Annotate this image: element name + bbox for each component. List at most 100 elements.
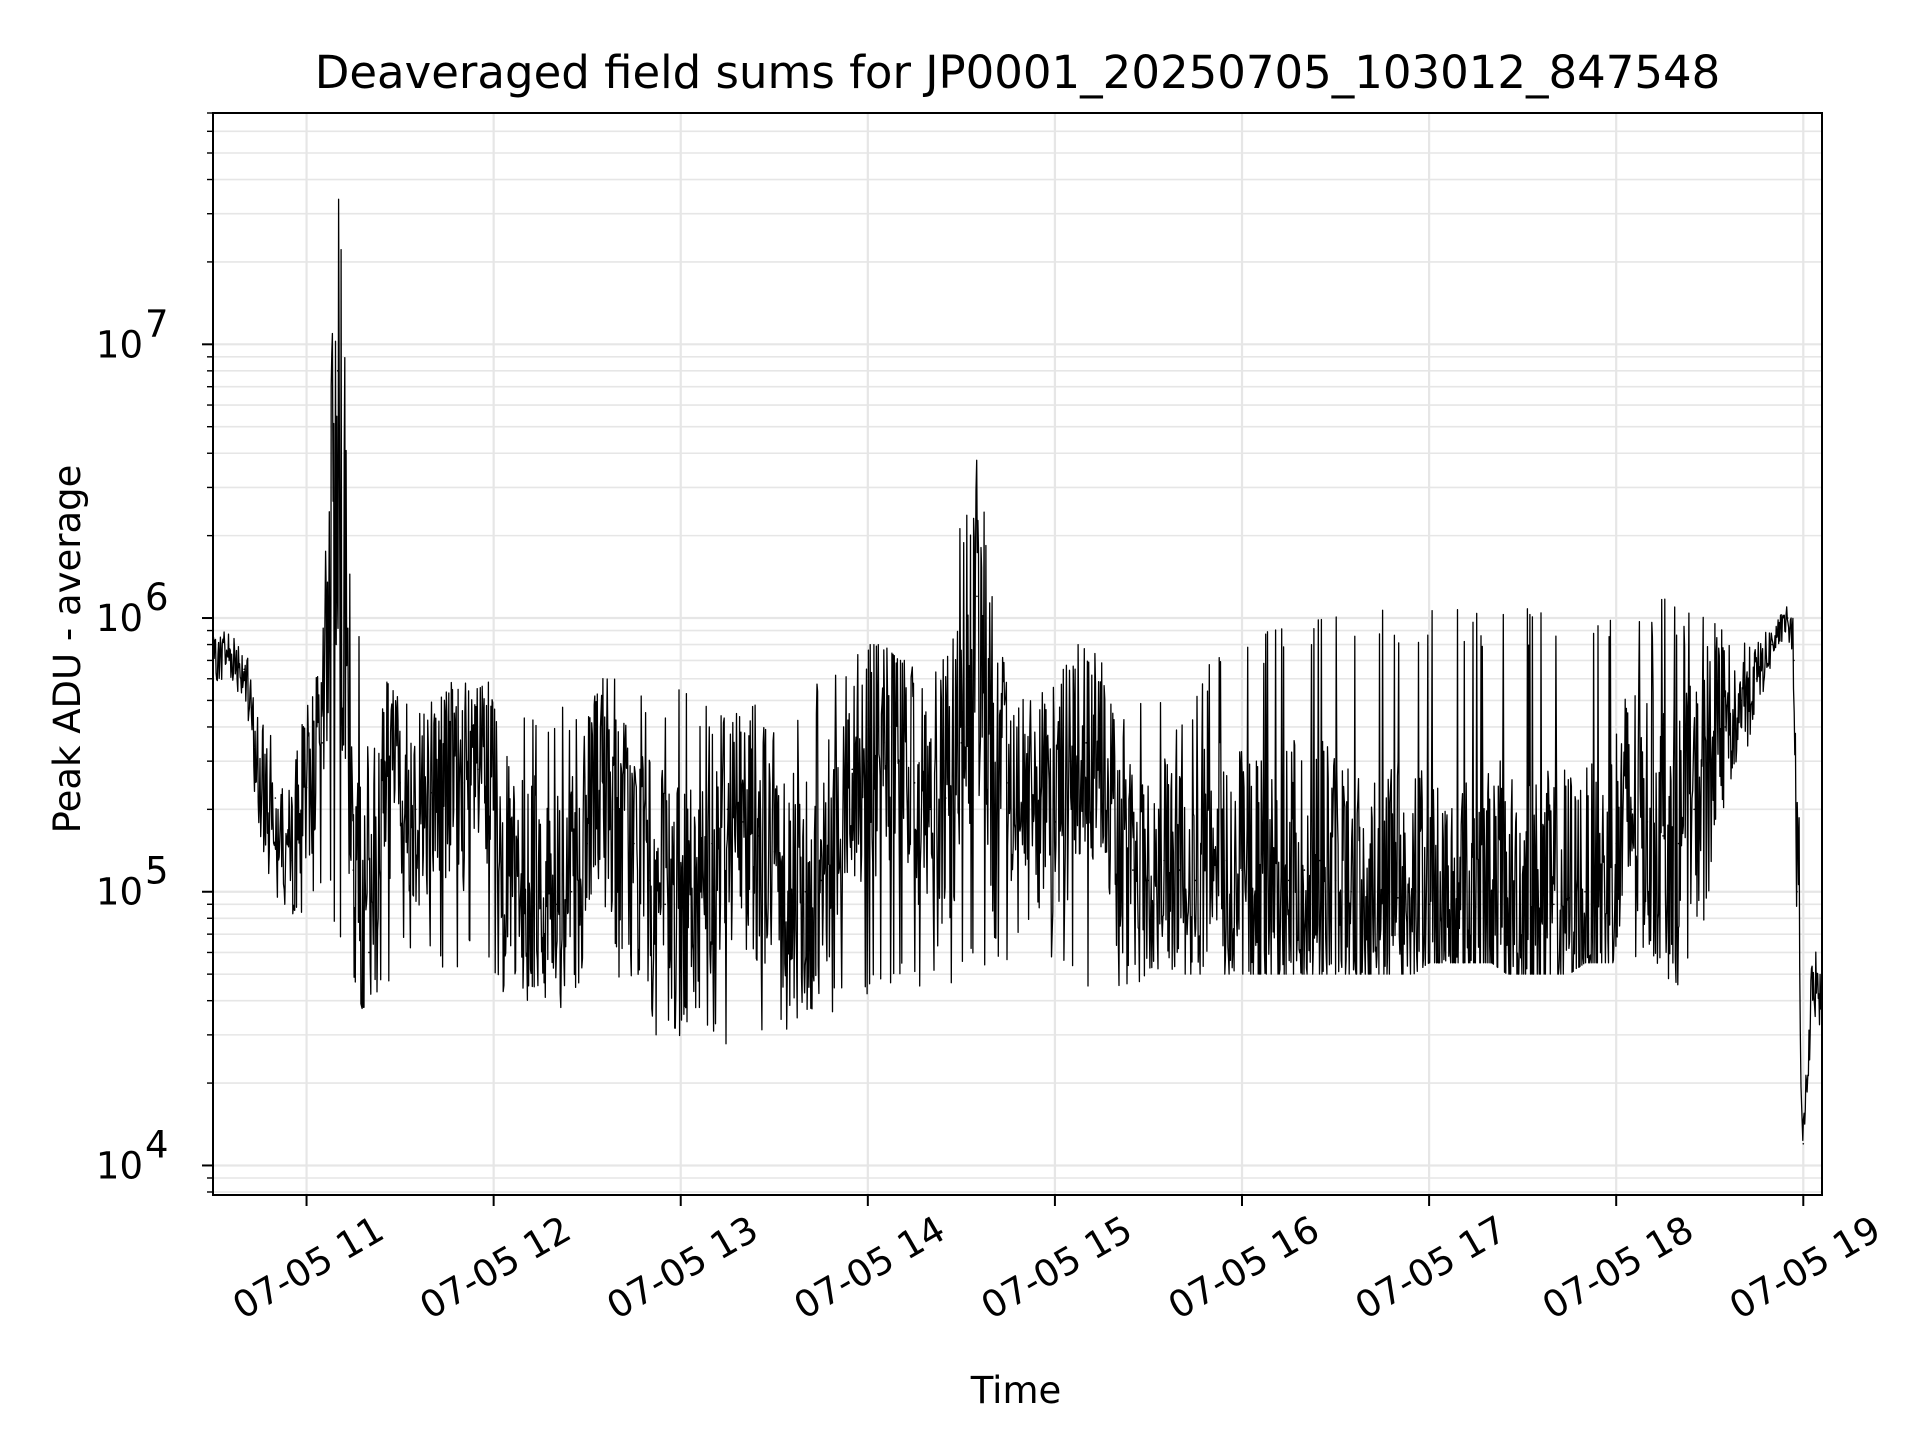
x-tick-label: 07-05 14 [787,1208,953,1328]
data-point [368,951,370,954]
data-point [1147,879,1150,882]
data-point [414,808,417,811]
data-point [1490,890,1493,893]
data-point [1412,890,1415,893]
data-point [1054,821,1056,823]
data-point [1381,890,1384,893]
data-point [446,777,448,779]
grid [213,112,1822,1195]
data-point [944,797,947,799]
x-tick-label: 07-05 19 [1722,1208,1888,1328]
data-point [1475,906,1477,908]
data-point [1100,726,1103,728]
data-point [586,842,588,845]
data-point [570,890,573,893]
data-point [1553,903,1555,906]
data-point [1443,910,1446,912]
data-point [1771,643,1773,646]
data-point [1241,869,1243,871]
series-line [212,198,1823,1142]
x-tick-label: 07-05 13 [600,1208,766,1328]
y-tick-base: 10 [96,597,143,640]
data-point [1397,897,1399,899]
data-point [1038,808,1041,811]
data-point [898,760,900,762]
data-point [1630,808,1633,811]
data-point [960,742,963,744]
data-point [1677,842,1680,845]
y-tick-label: 10 5 [96,850,169,914]
data-point [227,651,230,654]
data-point [991,760,994,762]
data-point [258,782,261,784]
data-point [679,917,682,920]
data-point [1568,897,1571,899]
data-point [508,869,511,871]
data-point [1584,890,1586,893]
data-point [601,782,604,784]
y-tick-label: 10 4 [96,1123,169,1187]
x-tick-label: 07-05 16 [1161,1208,1327,1328]
y-tick-exponent: 4 [145,1123,169,1166]
data-point [524,890,526,893]
x-tick-label: 07-05 17 [1348,1208,1514,1328]
x-tick-label: 07-05 15 [974,1208,1140,1328]
data-point [336,370,339,372]
data-point [1069,760,1072,762]
data-point [383,760,386,762]
data-point [648,879,651,882]
data-point [726,808,729,811]
x-tick-label: 07-05 18 [1535,1208,1701,1328]
data-point [1085,742,1087,744]
data-point [399,782,401,784]
data-point [1615,842,1617,845]
data-point [1350,890,1352,893]
data-point [835,808,838,811]
data-point [664,903,666,906]
data-point [477,768,479,771]
data-point [913,782,916,784]
data-point [757,835,760,837]
data-point [820,879,822,882]
y-axis-label: Peak ADU - average [46,465,89,834]
data-point [352,869,355,871]
data-point [290,859,292,862]
data-point [1802,1142,1805,1145]
data-point [1724,726,1727,728]
data-point [929,808,931,811]
data-point [742,821,744,823]
data-point [789,869,791,871]
data-point [555,903,557,906]
data-point [867,760,869,762]
data-point [617,821,620,823]
data-point [305,786,308,789]
data-point [882,742,885,744]
data-point [1811,973,1814,975]
data-point [1287,879,1290,882]
data-point [1007,782,1009,784]
y-tick-base: 10 [96,1144,143,1187]
y-tick-exponent: 7 [145,302,169,345]
data-layer [212,198,1823,1145]
x-axis-label: Time [970,1369,1062,1412]
data-point [804,890,807,893]
data-point [321,742,323,744]
y-tick-base: 10 [96,323,143,366]
data-point [1132,869,1134,871]
y-tick-label: 10 7 [96,302,169,366]
data-point [1693,808,1695,811]
data-point [1506,897,1508,899]
data-point [773,850,776,853]
data-point [633,842,635,845]
data-point [539,879,542,882]
plot-frame [212,112,1823,1196]
data-point [1210,842,1212,845]
data-point [1646,821,1649,823]
data-point [1740,699,1742,702]
data-point [1459,903,1462,906]
data-point [1708,760,1711,762]
data-point [1521,903,1524,906]
data-point [1256,879,1259,882]
